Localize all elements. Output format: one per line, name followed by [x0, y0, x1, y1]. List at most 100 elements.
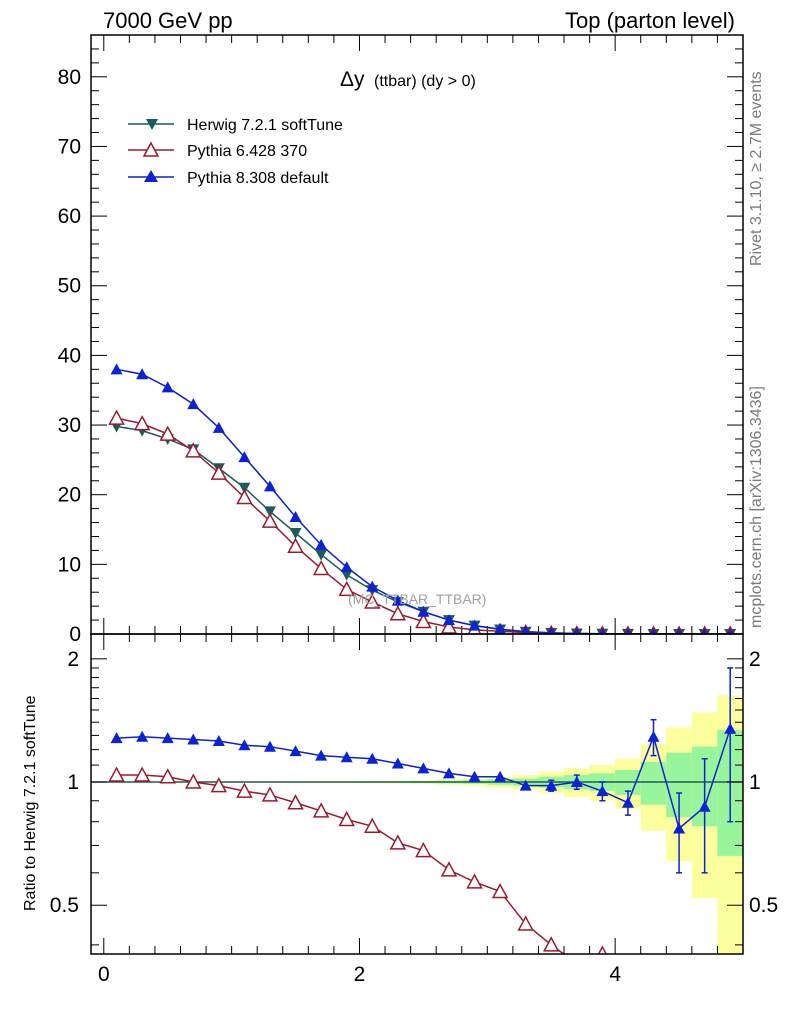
data-point-pythia8 — [494, 623, 507, 634]
ratio-point-pythia8 — [570, 776, 583, 788]
ratio-frame — [90, 633, 744, 955]
data-point-pythia8 — [442, 614, 455, 626]
ratio-point-pythia6 — [133, 766, 151, 782]
ratio-point-pythia6 — [261, 786, 279, 802]
data-point-herwig — [340, 569, 353, 581]
ratio-point-pythia8 — [187, 733, 200, 745]
ratio-ytick-label-right: 1 — [749, 771, 761, 794]
ratio-ylabel: Ratio to Herwig 7.2.1 softTune — [22, 695, 39, 911]
ratio-ytick-label: 1 — [67, 771, 79, 794]
data-point-pythia8 — [650, 627, 657, 634]
ratio-point-pythia6 — [159, 768, 176, 784]
data-point-pythia8 — [366, 580, 379, 592]
data-point-pythia6 — [440, 618, 458, 634]
ratio-point-pythia6 — [210, 777, 228, 793]
legend: Herwig 7.2.1 softTune Pythia 6.428 370 P… — [128, 117, 343, 187]
data-point-pythia8 — [212, 421, 225, 433]
legend-label-herwig: Herwig 7.2.1 softTune — [187, 117, 343, 134]
ratio-ytick-label: 2 — [67, 648, 79, 671]
data-point-pythia8 — [521, 625, 531, 634]
data-point-pythia8 — [573, 627, 581, 634]
plot-title-main: Δy — [340, 68, 365, 91]
data-point-herwig — [315, 549, 328, 561]
ratio-point-pythia6 — [185, 773, 202, 789]
ratio-series-group — [91, 667, 743, 954]
data-point-herwig — [289, 528, 302, 540]
ratio-ytick-label-right: 2 — [749, 648, 761, 671]
data-point-pythia6 — [287, 537, 304, 553]
ratio-point-pythia6 — [466, 873, 483, 889]
main-ytick-label: 60 — [58, 205, 81, 228]
ratio-point-pythia8 — [442, 767, 455, 779]
data-point-pythia6 — [261, 512, 279, 528]
data-point-pythia8 — [161, 381, 174, 393]
main-ytick-label: 0 — [69, 623, 81, 646]
data-point-pythia8 — [315, 538, 328, 550]
ratio-point-pythia8 — [238, 739, 251, 751]
plot-title: Δy (ttbar) (dy > 0) — [340, 68, 476, 91]
ratio-point-pythia6 — [363, 817, 381, 833]
ratio-point-pythia6 — [312, 802, 330, 818]
data-point-pythia8 — [391, 594, 404, 606]
ratio-point-pythia8 — [315, 749, 328, 761]
data-point-pythia8 — [675, 627, 683, 634]
data-point-pythia8 — [624, 627, 632, 634]
data-point-herwig — [238, 482, 251, 494]
plot-title-sub: (ttbar) (dy > 0) — [374, 73, 476, 90]
ratio-point-pythia6 — [542, 936, 560, 952]
ratio-point-pythia8 — [391, 757, 404, 769]
ratio-point-pythia6 — [491, 882, 509, 899]
data-point-pythia6 — [236, 488, 253, 505]
main-ytick-label: 10 — [58, 553, 81, 576]
data-point-pythia8 — [187, 398, 200, 410]
data-point-pythia6 — [338, 580, 355, 597]
main-ytick-label: 40 — [58, 344, 81, 367]
ratio-point-pythia6 — [440, 861, 458, 877]
ratio-xtick-label: 2 — [354, 963, 366, 986]
main-ytick-label: 70 — [58, 135, 81, 158]
data-point-pythia6 — [159, 425, 176, 441]
data-point-herwig — [263, 506, 276, 518]
legend-label-pythia6: Pythia 6.428 370 — [187, 143, 307, 160]
ratio-point-pythia8 — [621, 796, 634, 808]
data-point-pythia8 — [726, 627, 734, 634]
analysis-watermark: (MC_TTBAR_TTBAR) — [348, 591, 486, 607]
ratio-point-pythia6 — [108, 766, 125, 782]
header-left: 7000 GeV pp — [103, 8, 233, 33]
ratio-ytick-label: 0.5 — [50, 894, 79, 917]
data-point-pythia8 — [340, 561, 353, 573]
ratio-ytick-label-right: 0.5 — [749, 894, 778, 917]
main-ytick-label: 30 — [58, 414, 81, 437]
data-point-pythia8 — [263, 480, 276, 492]
data-point-pythia8 — [598, 627, 606, 634]
data-point-pythia6 — [185, 442, 202, 458]
ratio-point-pythia6 — [287, 794, 304, 810]
rivet-info: Rivet 3.1.10, ≥ 2.7M events — [748, 71, 765, 266]
data-point-pythia6 — [415, 612, 432, 629]
data-point-pythia8 — [289, 510, 302, 522]
ratio-point-pythia8 — [263, 740, 276, 752]
ratio-point-pythia8 — [417, 762, 430, 774]
legend-label-pythia8: Pythia 8.308 default — [187, 170, 329, 187]
ratio-point-pythia8 — [724, 722, 737, 734]
mcplots-info: mcplots.cern.ch [arXiv:1306.3436] — [748, 386, 765, 628]
ratio-point-pythia8 — [289, 745, 302, 757]
main-ytick-label: 50 — [58, 275, 81, 298]
header-right: Top (parton level) — [565, 8, 735, 33]
data-point-pythia6 — [363, 593, 381, 609]
data-point-pythia6 — [133, 415, 151, 431]
ratio-point-pythia8 — [596, 785, 609, 797]
main-ytick-label: 80 — [58, 66, 81, 89]
data-point-pythia8 — [238, 451, 251, 463]
legend-marker-pythia8 — [144, 170, 158, 182]
data-point-pythia8 — [417, 605, 430, 617]
ratio-point-pythia8 — [494, 770, 507, 782]
legend-marker-pythia6 — [142, 141, 160, 157]
ratio-point-pythia8 — [698, 800, 711, 812]
legend-marker-herwig — [146, 119, 158, 130]
ratio-point-pythia6 — [415, 841, 432, 858]
ratio-point-pythia6 — [236, 782, 253, 798]
ratio-point-pythia8 — [545, 779, 558, 791]
ratio-xtick-label: 0 — [98, 963, 110, 986]
